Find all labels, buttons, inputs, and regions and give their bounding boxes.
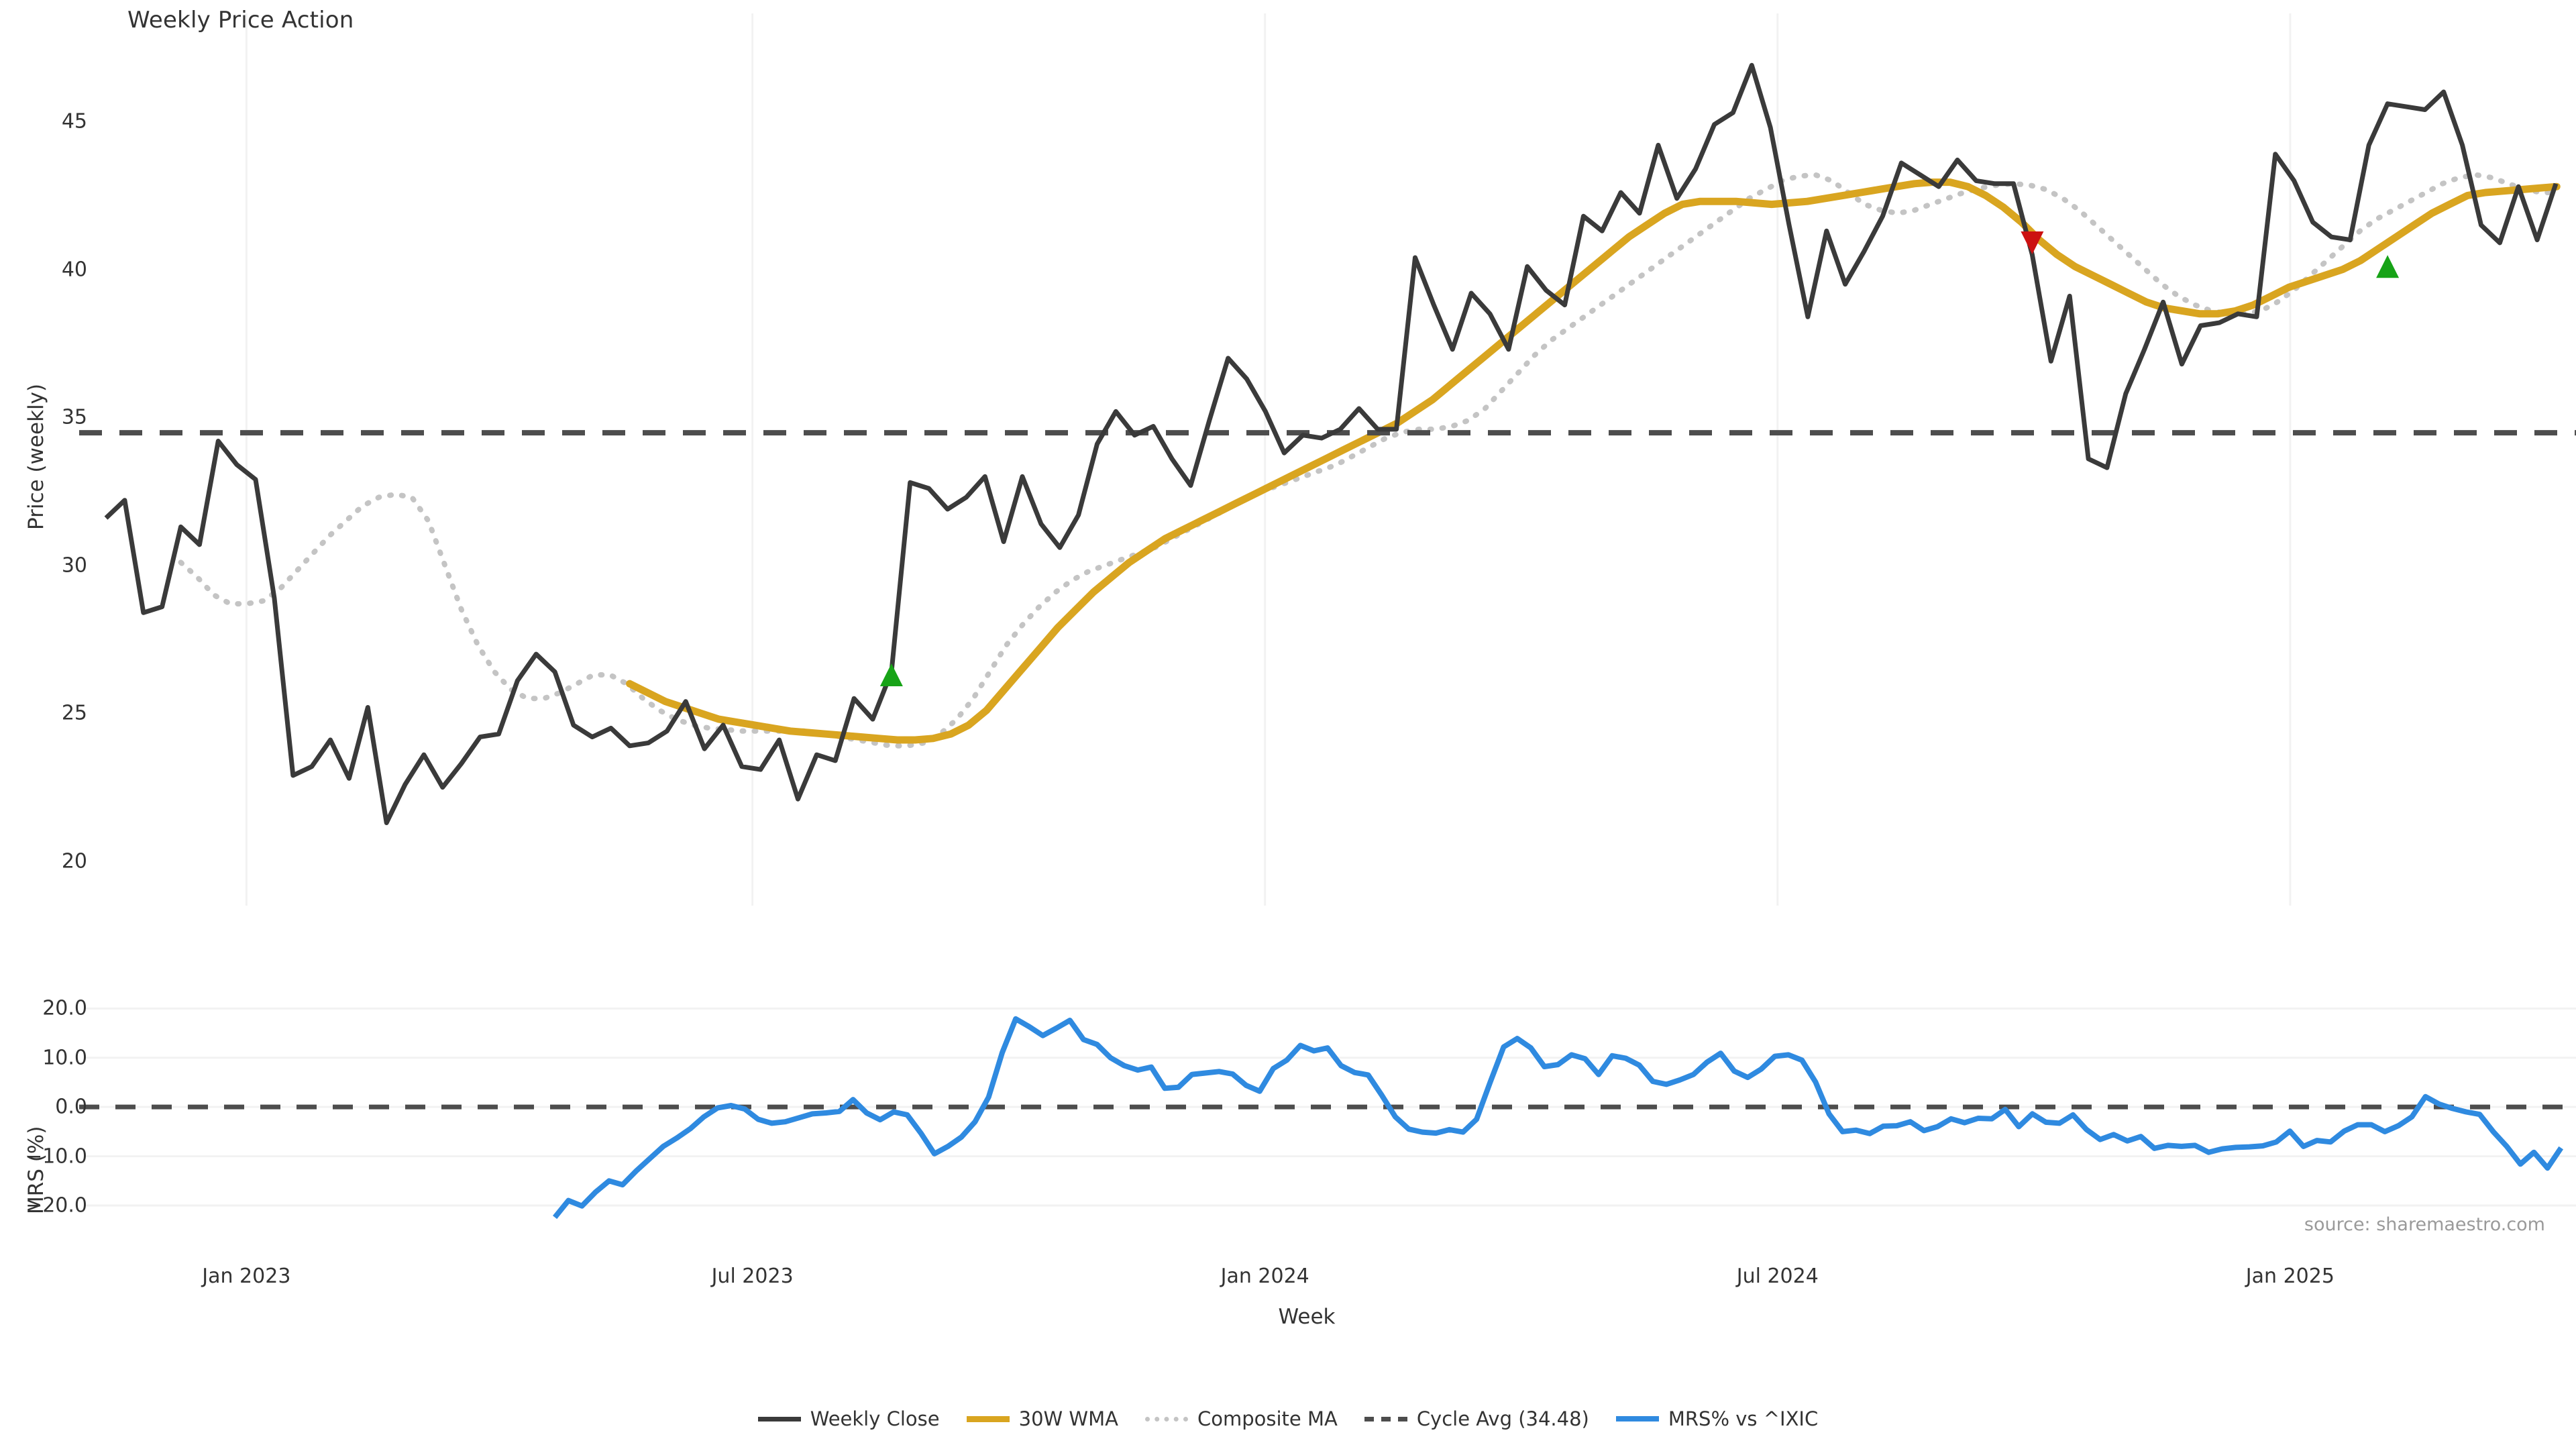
sell-marker	[2021, 231, 2044, 254]
legend-item[interactable]: Cycle Avg (34.48)	[1364, 1407, 1589, 1430]
price-panel	[79, 13, 2576, 906]
price-y-tick: 40	[61, 258, 87, 282]
legend-item[interactable]: 30W WMA	[966, 1407, 1118, 1430]
mrs-y-tick: 10.0	[42, 1046, 87, 1070]
buy-marker	[879, 663, 903, 686]
legend-label: MRS% vs ^IXIC	[1668, 1407, 1819, 1430]
mrs-y-tick: −10.0	[25, 1144, 87, 1169]
price-y-tick: 35	[61, 405, 87, 429]
price-y-tick: 25	[61, 701, 87, 725]
legend-item[interactable]: Weekly Close	[757, 1407, 940, 1430]
price-y-tick: 20	[61, 849, 87, 873]
legend-item[interactable]: Composite MA	[1144, 1407, 1338, 1430]
x-tick: Jul 2024	[1736, 1265, 1819, 1288]
source-attribution: source: sharemaestro.com	[2304, 1214, 2545, 1235]
legend-label: 30W WMA	[1018, 1407, 1118, 1430]
x-tick: Jan 2024	[1220, 1265, 1309, 1288]
legend-label: Composite MA	[1197, 1407, 1338, 1430]
price-y-tick: 45	[61, 109, 87, 133]
x-tick: Jan 2023	[202, 1265, 291, 1288]
legend-label: Cycle Avg (34.48)	[1416, 1407, 1589, 1430]
legend-label: Weekly Close	[810, 1407, 940, 1430]
x-tick: Jan 2025	[2245, 1265, 2334, 1288]
legend-item[interactable]: MRS% vs ^IXIC	[1615, 1407, 1819, 1430]
page-title: Weekly Price Action	[127, 7, 354, 34]
mrs-panel	[79, 1007, 2576, 1220]
legend-swatch-icon	[966, 1415, 1010, 1422]
buy-marker	[2376, 255, 2400, 278]
legend-swatch-icon	[1364, 1416, 1407, 1421]
x-tick: Jul 2023	[711, 1265, 794, 1288]
chart-legend: Weekly Close 30W WMA Composite MA Cycle Avg…	[0, 1407, 2576, 1430]
mrs-y-tick: −20.0	[25, 1193, 87, 1218]
legend-swatch-icon	[757, 1416, 801, 1421]
mrs-y-tick: 0.0	[55, 1095, 87, 1119]
legend-swatch-icon	[1144, 1416, 1188, 1421]
price-y-tick: 30	[61, 553, 87, 578]
legend-swatch-icon	[1615, 1416, 1659, 1421]
x-axis-label: Week	[1278, 1305, 1336, 1329]
mrs-y-tick: 20.0	[42, 996, 87, 1020]
